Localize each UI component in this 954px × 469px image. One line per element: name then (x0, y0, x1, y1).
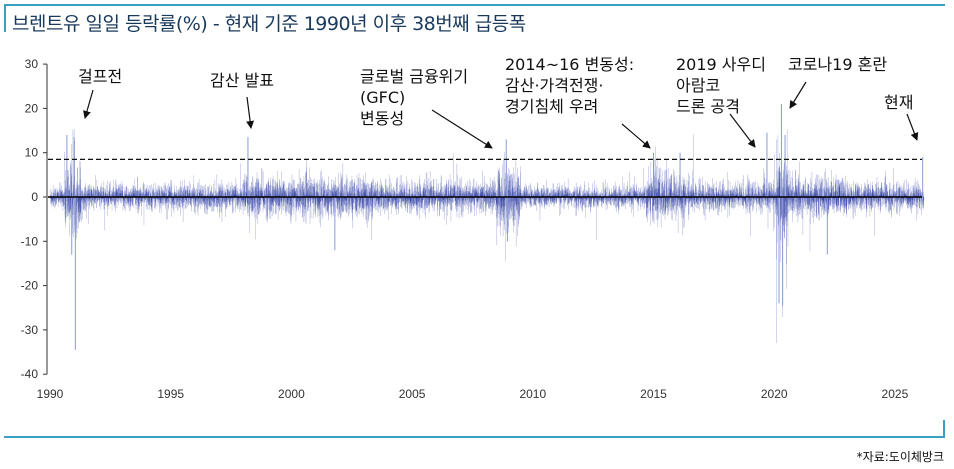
annotation: 걸프전 (78, 67, 122, 119)
source-note: *자료:도이체방크 (856, 450, 944, 464)
annotation-label: 2019 사우디 (676, 55, 766, 74)
annotation-label: 아람코 (676, 76, 720, 95)
x-tick-label: 2020 (761, 387, 788, 401)
bar-series (49, 103, 925, 350)
daily-return-bars (49, 129, 925, 343)
x-tick-label: 2015 (640, 387, 667, 401)
y-tick-label: 20 (25, 101, 39, 115)
annotation: 2014~16 변동성: 감산·가격전쟁· 경기침체 우려 (505, 55, 651, 149)
annotation-label: 2014~16 변동성: (505, 55, 634, 74)
x-tick-label: 1995 (157, 387, 184, 401)
x-tick-label: 2010 (519, 387, 546, 401)
frame-border-left (4, 4, 6, 32)
annotation-label: 감산 발표 (210, 71, 274, 90)
annotation-label: 경기침체 우려 (505, 97, 598, 116)
y-tick-label: -10 (21, 234, 39, 248)
x-tick-label: 2005 (399, 387, 426, 401)
annotation-arrow (789, 81, 807, 109)
x-tick-label: 2025 (882, 387, 909, 401)
annotation-label: (GFC) (360, 88, 405, 107)
annotation-label: 변동성 (360, 109, 404, 128)
annotation-label: 글로벌 금융위기 (360, 67, 468, 86)
y-tick-label: 30 (25, 57, 39, 71)
annotation-arrow (621, 123, 651, 149)
annotation-label: 코로나19 혼란 (788, 55, 887, 74)
annotation: 글로벌 금융위기 (GFC) 변동성 (360, 67, 493, 149)
y-tick-label: -40 (21, 367, 39, 381)
annotation-label: 드론 공격 (676, 97, 740, 116)
annotation-arrow (906, 113, 919, 141)
annotations: 걸프전 감산 발표 글로벌 금융위기 (GFC) 변동성 2014~16 변동성: 감산·가… (78, 55, 919, 149)
annotation-arrow (246, 96, 255, 129)
y-tick-label: -30 (21, 323, 39, 337)
y-tick-label: 10 (25, 146, 39, 160)
annotation-arrow (431, 109, 493, 149)
annotation: 감산 발표 (210, 71, 274, 129)
annotation-label: 감산·가격전쟁· (505, 76, 604, 95)
y-tick-label: 0 (31, 190, 38, 204)
frame-border-top (4, 4, 945, 6)
x-tick-label: 1990 (37, 387, 64, 401)
frame-border-bottom (4, 436, 945, 438)
annotation: 코로나19 혼란 (788, 55, 887, 109)
x-tick-label: 2000 (278, 387, 305, 401)
annotation-label: 걸프전 (78, 67, 122, 86)
annotation-label: 현재 (884, 93, 913, 112)
annotation-arrow (729, 113, 756, 148)
chart-title: 브렌트유 일일 등락률(%) - 현재 기준 1990년 이후 38번째 급등폭 (12, 13, 526, 35)
annotation-arrow (83, 89, 94, 119)
y-tick-label: -20 (21, 279, 39, 293)
annotation: 현재 (884, 93, 919, 141)
frame-border-right (943, 420, 945, 438)
